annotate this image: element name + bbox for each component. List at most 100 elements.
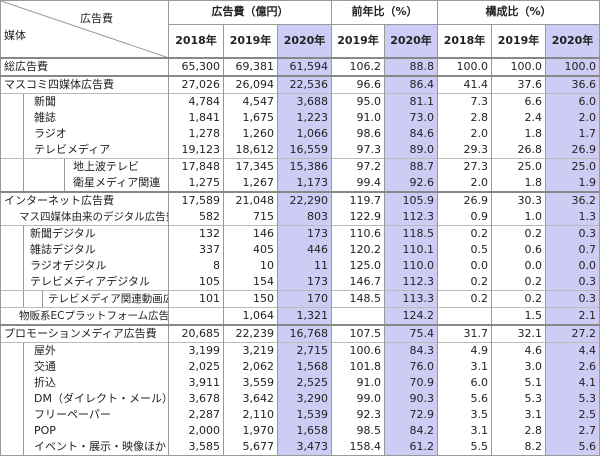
table-row: 交通 2,025 2,062 1,568 101.8 76.0 3.1 3.0 2.6 bbox=[0, 359, 600, 375]
table-row: インターネット広告費 17,589 21,048 22,290 119.7 105.9 26… bbox=[0, 191, 600, 209]
table-row: 新聞 4,784 4,547 3,688 95.0 81.1 7.3 6.6 6.0 bbox=[0, 93, 600, 110]
value-cell: 89.0 bbox=[384, 142, 438, 159]
row-label-cell: 総広告費 bbox=[0, 57, 169, 76]
value-cell: 97.3 bbox=[331, 142, 385, 159]
value-cell: 4.6 bbox=[491, 342, 546, 359]
value-cell: 99.0 bbox=[331, 391, 385, 407]
year-header: 2020年 bbox=[384, 23, 438, 59]
value-cell: 11 bbox=[277, 258, 332, 274]
value-cell: 5.6 bbox=[545, 439, 600, 456]
value-cell: 173 bbox=[277, 274, 332, 291]
value-cell: 3,688 bbox=[277, 93, 332, 110]
value-cell: 17,345 bbox=[223, 158, 278, 175]
value-cell: 2,000 bbox=[168, 423, 224, 439]
value-cell: 118.5 bbox=[384, 225, 438, 242]
value-cell: 125.0 bbox=[331, 258, 385, 274]
value-cell: 92.3 bbox=[331, 407, 385, 423]
value-cell: 37.6 bbox=[491, 75, 546, 94]
table-row: テレビメディアデジタル 105 154 173 146.7 112.3 0.2 0.2 0.3 bbox=[0, 274, 600, 291]
table-row: POP 2,000 1,970 1,658 98.5 84.2 3.1 2.8 2.7 bbox=[0, 423, 600, 439]
table-row: マス四媒体由来のデジタル広告費 582 715 803 122.9 112.3 0.9 1.0… bbox=[0, 209, 600, 226]
row-label-cell: 雑誌 bbox=[0, 110, 169, 126]
value-cell: 26.8 bbox=[491, 142, 546, 159]
value-cell: 170 bbox=[277, 290, 332, 308]
value-cell: 0.3 bbox=[545, 290, 600, 308]
table-row: マスコミ四媒体広告費 27,026 26,094 22,536 96.6 86.4 41.4… bbox=[0, 75, 600, 94]
value-cell: 4,547 bbox=[223, 93, 278, 110]
value-cell: 84.6 bbox=[384, 126, 438, 142]
value-cell: 70.9 bbox=[384, 375, 438, 391]
value-cell: 6.6 bbox=[491, 93, 546, 110]
value-cell: 25.0 bbox=[491, 158, 546, 175]
row-label: 折込 bbox=[23, 375, 168, 391]
value-cell: 1.7 bbox=[545, 126, 600, 142]
value-cell: 1,173 bbox=[277, 175, 332, 192]
row-label-cell: テレビメディアデジタル bbox=[0, 274, 169, 291]
table-row: 総広告費 65,300 69,381 61,594 106.2 88.8 100.0 100.… bbox=[0, 57, 600, 76]
row-label-cell: マスコミ四媒体広告費 bbox=[0, 75, 169, 94]
corner-header: 広告費 媒体 bbox=[0, 0, 169, 59]
row-label: 雑誌デジタル bbox=[23, 242, 168, 258]
row-label: テレビメディア bbox=[23, 142, 168, 158]
table-row: DM（ダイレクト・メール） 3,678 3,642 3,290 99.0 90.3 5.6 5… bbox=[0, 391, 600, 407]
value-cell: 3.1 bbox=[491, 407, 546, 423]
value-cell: 105.9 bbox=[384, 191, 438, 209]
row-label: マス四媒体由来のデジタル広告費 bbox=[19, 211, 169, 223]
value-cell: 2.0 bbox=[545, 110, 600, 126]
corner-top-label: 広告費 bbox=[80, 12, 113, 25]
value-cell bbox=[168, 307, 224, 325]
table-row: 地上波テレビ 17,848 17,345 15,386 97.2 88.7 27.3 25.0… bbox=[0, 158, 600, 175]
row-label: 新聞デジタル bbox=[23, 226, 168, 242]
value-cell: 81.1 bbox=[384, 93, 438, 110]
value-cell: 1,568 bbox=[277, 359, 332, 375]
value-cell: 3.1 bbox=[437, 359, 492, 375]
table-row: 屋外 3,199 3,219 2,715 100.6 84.3 4.9 4.6 4.4 bbox=[0, 342, 600, 359]
value-cell: 0.0 bbox=[491, 258, 546, 274]
value-cell: 3,473 bbox=[277, 439, 332, 456]
row-label: 物販系ECプラットフォーム広告費 bbox=[19, 310, 169, 322]
row-label-cell: イベント・展示・映像ほか bbox=[0, 439, 169, 456]
value-cell: 29.3 bbox=[437, 142, 492, 159]
value-cell: 3,199 bbox=[168, 342, 224, 359]
value-cell: 1.3 bbox=[545, 209, 600, 226]
value-cell: 0.2 bbox=[437, 225, 492, 242]
row-label: 衛星メディア関連 bbox=[23, 175, 168, 191]
value-cell: 27.2 bbox=[545, 324, 600, 343]
diagonal-divider bbox=[1, 1, 168, 58]
value-cell: 5,677 bbox=[223, 439, 278, 456]
row-label-text: 衛星メディア関連 bbox=[64, 175, 168, 191]
value-cell: 0.2 bbox=[437, 274, 492, 291]
value-cell: 8.2 bbox=[491, 439, 546, 456]
value-cell: 20,685 bbox=[168, 324, 224, 343]
value-cell: 107.5 bbox=[331, 324, 385, 343]
value-cell: 0.3 bbox=[545, 274, 600, 291]
value-cell: 1,841 bbox=[168, 110, 224, 126]
value-cell: 1,278 bbox=[168, 126, 224, 142]
value-cell: 36.2 bbox=[545, 191, 600, 209]
value-cell: 18,612 bbox=[223, 142, 278, 159]
value-cell: 3,290 bbox=[277, 391, 332, 407]
value-cell: 84.3 bbox=[384, 342, 438, 359]
value-cell: 1.9 bbox=[545, 175, 600, 192]
value-cell: 41.4 bbox=[437, 75, 492, 94]
value-cell: 98.5 bbox=[331, 423, 385, 439]
value-cell: 100.0 bbox=[437, 57, 492, 76]
value-cell: 25.0 bbox=[545, 158, 600, 175]
value-cell: 91.0 bbox=[331, 375, 385, 391]
year-header: 2019年 bbox=[223, 23, 278, 59]
table-row: 雑誌 1,841 1,675 1,223 91.0 73.0 2.8 2.4 2.0 bbox=[0, 110, 600, 126]
value-cell: 1,064 bbox=[223, 307, 278, 325]
value-cell: 65,300 bbox=[168, 57, 224, 76]
value-cell: 4.1 bbox=[545, 375, 600, 391]
corner-left-label: 媒体 bbox=[4, 29, 26, 42]
value-cell: 88.8 bbox=[384, 57, 438, 76]
value-cell: 22,290 bbox=[277, 191, 332, 209]
value-cell: 27.3 bbox=[437, 158, 492, 175]
value-cell: 10 bbox=[223, 258, 278, 274]
value-cell: 146 bbox=[223, 225, 278, 242]
value-cell: 2.1 bbox=[545, 307, 600, 325]
value-cell: 17,848 bbox=[168, 158, 224, 175]
row-label-cell: 雑誌デジタル bbox=[0, 242, 169, 258]
row-label: インターネット広告費 bbox=[4, 194, 114, 207]
value-cell: 6.0 bbox=[545, 93, 600, 110]
